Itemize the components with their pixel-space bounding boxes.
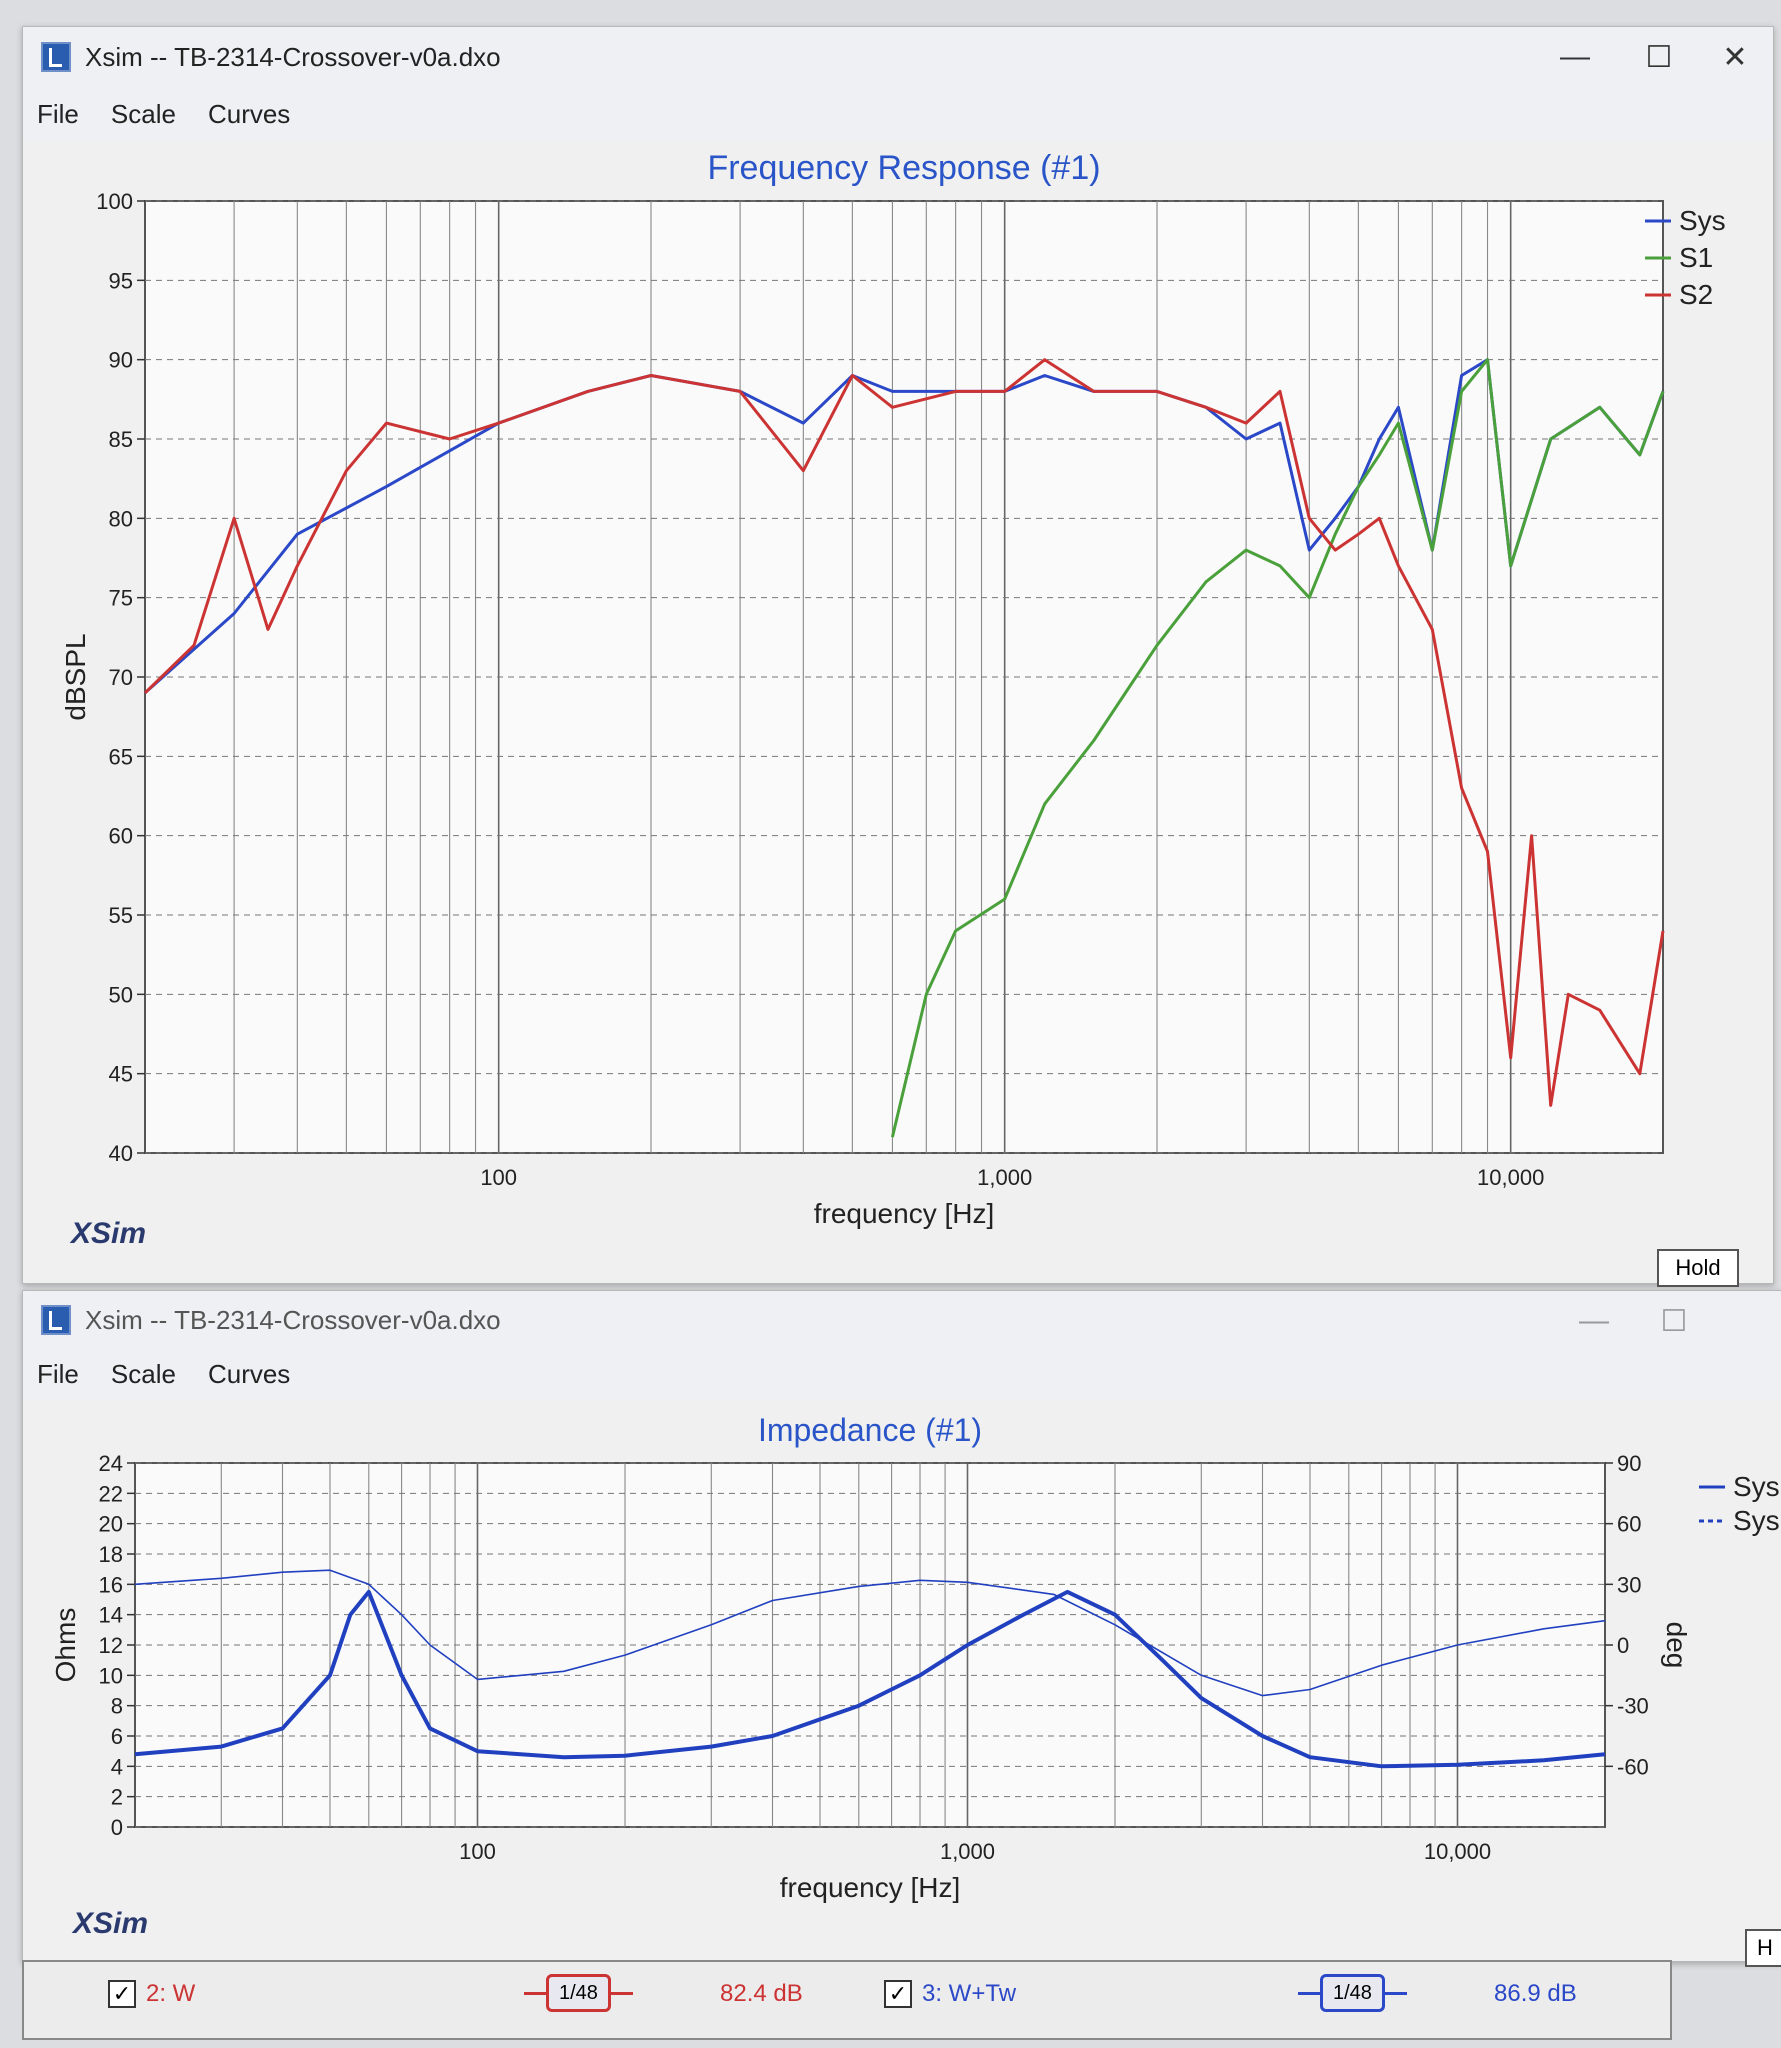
y-tick-label: 55	[109, 903, 133, 928]
y-axis-label: dBSPL	[60, 633, 91, 720]
xsim-app-icon	[41, 42, 71, 72]
menu-curves[interactable]: Curves	[207, 98, 291, 129]
y-tick-label: 75	[109, 586, 133, 611]
chart-title: Frequency Response (#1)	[707, 149, 1100, 187]
series-line-2	[890, 358, 1665, 1138]
maximize-button-2[interactable]: ☐	[1660, 1304, 1688, 1338]
x-tick-label: 10,000	[1477, 1165, 1544, 1190]
legend-entry-2: Sys	[1733, 1505, 1780, 1536]
woofer-level: 82.4 dB	[720, 1980, 803, 2007]
menu-scale[interactable]: Scale	[110, 98, 176, 129]
menu-bar-2: File Scale Curves	[23, 1349, 1781, 1399]
menu-bar: File Scale Curves	[23, 87, 1773, 141]
menu-curves-2[interactable]: Curves	[207, 1358, 291, 1389]
legend-entry-1: Sys	[1679, 205, 1726, 236]
y-axis-label: Ohms	[50, 1608, 81, 1683]
system-checkbox[interactable]: ✓	[884, 1980, 912, 2008]
hold-button[interactable]: Hold	[1657, 1249, 1739, 1287]
x-tick-label: 1,000	[977, 1165, 1032, 1190]
y-tick-label: 60	[109, 824, 133, 849]
impedance-panel: 0 2 4 6 8 10 12 14 16 18 20 22 24 -60 -30 0 30 60 90 100 1,0…	[23, 1399, 1781, 1967]
legend-entry-3: S2	[1679, 279, 1713, 310]
y-tick-label: 40	[109, 1141, 133, 1166]
x-tick-label: 10,000	[1424, 1839, 1491, 1864]
x-tick-label: 100	[459, 1839, 496, 1864]
system-level: 86.9 dB	[1494, 1980, 1577, 2007]
x-axis-label: frequency [Hz]	[780, 1872, 961, 1903]
y2-tick-label: 90	[1617, 1451, 1641, 1476]
y2-axis-label: deg	[1661, 1622, 1692, 1669]
x-axis-label: frequency [Hz]	[814, 1198, 995, 1229]
y-tick-label: 50	[109, 982, 133, 1007]
minimize-button-2[interactable]: —	[1579, 1304, 1609, 1337]
title-bar-2[interactable]: Xsim -- TB-2314-Crossover-v0a.dxo — ☐	[23, 1291, 1781, 1349]
y-tick-label: 45	[109, 1062, 133, 1087]
x-tick-label: 100	[480, 1165, 517, 1190]
frequency-response-window: Xsim -- TB-2314-Crossover-v0a.dxo — ☐ ✕ …	[22, 26, 1774, 1287]
woofer-checkbox[interactable]: ✓	[108, 1980, 136, 2008]
x-tick-label: 1,000	[940, 1839, 995, 1864]
legend-entry-1: Sys	[1733, 1471, 1780, 1502]
xsim-app-icon-2	[41, 1305, 71, 1335]
xsim-logo-2: XSim	[73, 1907, 149, 1940]
curve-item-woofer[interactable]: ✓ 2: W	[108, 1980, 195, 2008]
menu-scale-2[interactable]: Scale	[110, 1358, 176, 1389]
woofer-smoothing-label: 1/48	[546, 1974, 611, 2012]
y-tick-label: 6	[111, 1724, 123, 1749]
impedance-window: Xsim -- TB-2314-Crossover-v0a.dxo — ☐ Fi…	[22, 1290, 1781, 1967]
frequency-response-chart: 40 45 50 55 60 65 70 75 80 85 90 95 100 100 1,000 10,00…	[60, 149, 1726, 1229]
menu-file[interactable]: File	[37, 98, 79, 129]
close-button[interactable]: ✕	[1722, 40, 1748, 74]
y-tick-label: 100	[96, 189, 133, 214]
minimize-button[interactable]: —	[1560, 40, 1590, 73]
series-line-1	[134, 1589, 1606, 1769]
series-line-2	[134, 1569, 1606, 1697]
y-tick-label: 2	[111, 1785, 123, 1810]
window-title-2: Xsim -- TB-2314-Crossover-v0a.dxo	[85, 1304, 501, 1335]
y-tick-label: 22	[99, 1481, 123, 1506]
woofer-label: 2: W	[146, 1980, 196, 2007]
hold-button-2[interactable]: H	[1745, 1929, 1781, 1967]
y2-tick-label: 0	[1617, 1633, 1629, 1658]
y2-tick-label: 30	[1617, 1572, 1641, 1597]
y-tick-label: 80	[109, 506, 133, 531]
curve-item-system[interactable]: ✓ 3: W+Tw	[884, 1980, 1016, 2008]
y-tick-label: 10	[99, 1663, 123, 1688]
chart-title: Impedance (#1)	[758, 1412, 982, 1448]
menu-file-2[interactable]: File	[37, 1358, 79, 1389]
y-tick-label: 8	[111, 1694, 123, 1719]
y-tick-label: 90	[109, 348, 133, 373]
y-tick-label: 20	[99, 1512, 123, 1537]
y-tick-label: 24	[99, 1451, 123, 1476]
y-tick-label: 16	[99, 1572, 123, 1597]
frequency-response-panel: 40 45 50 55 60 65 70 75 80 85 90 95 100 100 1,000 10,00…	[23, 141, 1773, 1287]
series-line-3	[143, 358, 1665, 1107]
y-tick-label: 4	[111, 1754, 123, 1779]
xsim-logo: XSim	[71, 1217, 147, 1250]
window-title: Xsim -- TB-2314-Crossover-v0a.dxo	[85, 41, 501, 72]
y-tick-label: 12	[99, 1633, 123, 1658]
y-tick-label: 18	[99, 1542, 123, 1567]
y-tick-label: 0	[111, 1815, 123, 1840]
y2-tick-label: -30	[1617, 1694, 1649, 1719]
title-bar[interactable]: Xsim -- TB-2314-Crossover-v0a.dxo — ☐ ✕	[23, 27, 1773, 87]
y-tick-label: 65	[109, 744, 133, 769]
system-label: 3: W+Tw	[922, 1980, 1017, 2007]
system-smoothing-label: 1/48	[1320, 1974, 1385, 2012]
y-tick-label: 70	[109, 665, 133, 690]
y-tick-label: 85	[109, 427, 133, 452]
woofer-smoothing-control[interactable]: 1/48	[524, 1974, 633, 2012]
curve-status-bar: ✓ 2: W 1/48 82.4 dB ✓ 3: W+Tw 1/48 86.9 …	[22, 1960, 1672, 2040]
legend-entry-2: S1	[1679, 242, 1713, 273]
y-tick-label: 14	[99, 1603, 123, 1628]
system-smoothing-control[interactable]: 1/48	[1298, 1974, 1407, 2012]
y2-tick-label: 60	[1617, 1512, 1641, 1537]
y2-tick-label: -60	[1617, 1754, 1649, 1779]
y-tick-label: 95	[109, 268, 133, 293]
maximize-button[interactable]: ☐	[1645, 40, 1673, 74]
